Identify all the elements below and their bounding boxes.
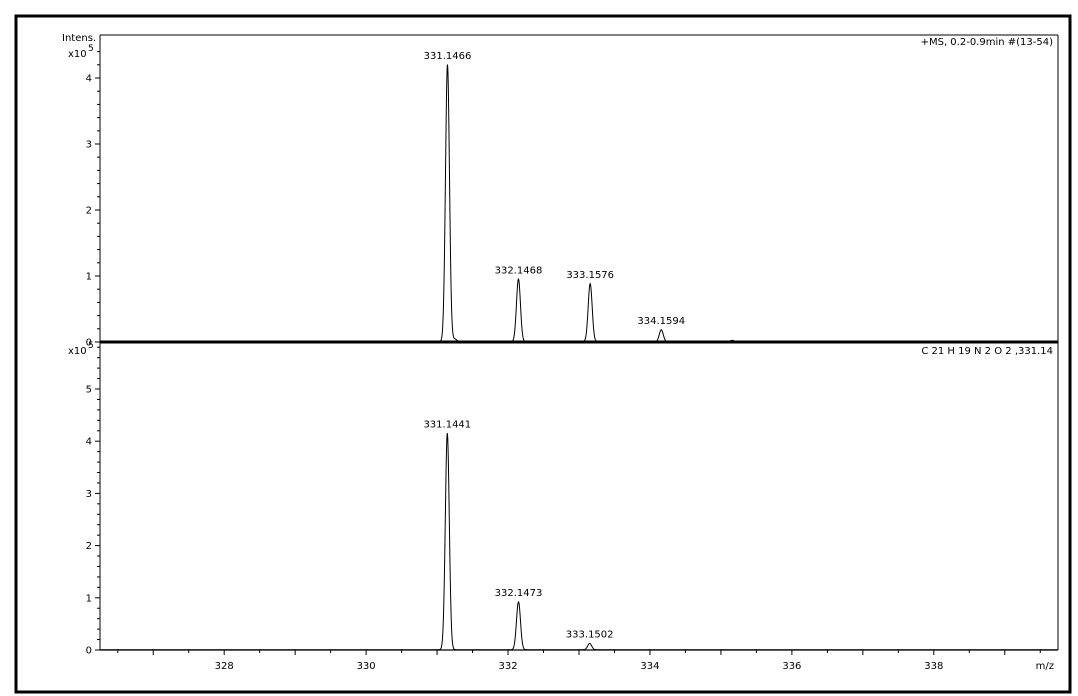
y-tick-label: 1 <box>86 593 92 604</box>
y-tick-label: 5 <box>86 385 92 396</box>
y-tick-label: 1 <box>86 272 92 283</box>
x-tick-label: 336 <box>782 661 801 672</box>
yscale-exp-bottom: 5 <box>88 341 94 351</box>
x-tick-label: 330 <box>357 661 376 672</box>
yscale-label-top: x10 <box>68 49 87 60</box>
y-tick-label: 3 <box>86 140 92 151</box>
y-tick-label: 2 <box>86 541 92 552</box>
spectrum-trace <box>100 432 1058 651</box>
x-tick-label: 334 <box>640 661 659 672</box>
y-tick-label: 4 <box>86 437 92 448</box>
yscale-exp-top: 5 <box>88 44 94 54</box>
y-tick-label: 2 <box>86 206 92 217</box>
spectrum-trace <box>100 64 1058 343</box>
y-tick-label: 3 <box>86 489 92 500</box>
y-tick-label: 4 <box>86 74 92 85</box>
x-tick-label: 328 <box>215 661 234 672</box>
peak-label: 333.1576 <box>566 270 614 281</box>
peak-label: 333.1502 <box>566 630 614 641</box>
panel-bottom: x10 5 C 21 H 19 N 2 O 2 ,331.14 m/z 0 1 2 3… <box>68 341 1059 672</box>
ylabel-top: Intens. <box>62 33 96 44</box>
x-tick-label: 338 <box>924 661 943 672</box>
corner-label-top: +MS, 0.2-0.9min #(13-54) <box>921 37 1054 48</box>
figure-border <box>14 14 1072 694</box>
yscale-label-bottom: x10 <box>68 346 87 357</box>
xlabel-mz: m/z <box>1036 661 1054 672</box>
corner-label-bottom: C 21 H 19 N 2 O 2 ,331.14 <box>921 346 1053 357</box>
peak-label: 334.1594 <box>637 316 685 327</box>
panel-top: Intens. x10 5 +MS, 0.2-0.9min #(13-54) 0… <box>62 33 1059 349</box>
peak-label: 331.1466 <box>424 51 472 62</box>
peak-label: 331.1441 <box>423 419 471 430</box>
y-tick-label: 0 <box>86 338 92 349</box>
peak-label: 332.1473 <box>495 588 543 599</box>
y-tick-label: 0 <box>86 646 92 657</box>
peak-label: 332.1468 <box>495 265 543 276</box>
x-tick-label: 332 <box>498 661 517 672</box>
